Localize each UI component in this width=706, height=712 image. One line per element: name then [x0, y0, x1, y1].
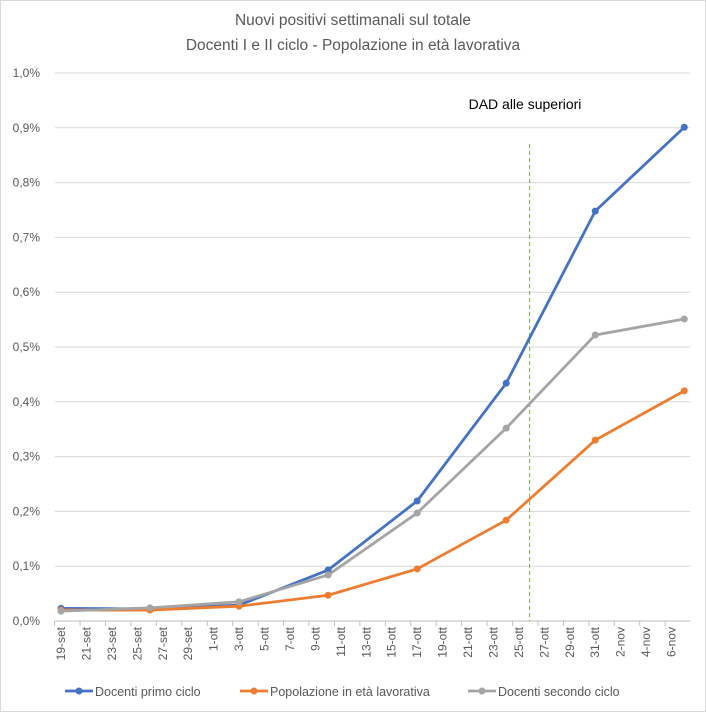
- chart-title-line-2: Docenti I e II ciclo - Popolazione in et…: [186, 37, 521, 54]
- x-tick-label: 27-ott: [537, 626, 551, 657]
- x-tick-label: 7-ott: [283, 626, 297, 651]
- series-line-3: [60, 317, 685, 613]
- data-point: [591, 207, 599, 215]
- x-tick-label: 17-ott: [410, 626, 424, 657]
- x-tick-label: 5-ott: [258, 626, 272, 651]
- x-tick-label: 3-ott: [232, 626, 246, 651]
- chart-title-line-1: Nuovi positivi settimanali sul totale: [235, 12, 471, 29]
- x-tick-label: 2-nov: [614, 627, 628, 657]
- x-tick-label: 11-ott: [334, 626, 348, 656]
- x-tick-label: 31-ott: [588, 626, 602, 657]
- y-tick-label: 0,9%: [13, 121, 41, 135]
- legend-label: Docenti secondo ciclo: [498, 685, 620, 699]
- data-point: [324, 571, 332, 579]
- data-point: [680, 315, 688, 323]
- data-point: [680, 123, 688, 131]
- x-tick-label: 9-ott: [308, 626, 322, 651]
- data-point: [413, 509, 421, 517]
- x-tick-label: 23-ott: [486, 626, 500, 657]
- x-tick-label: 19-set: [54, 626, 68, 660]
- legend-label: Popolazione in età lavorativa: [270, 685, 430, 699]
- x-tick-label: 15-ott: [385, 626, 399, 657]
- y-tick-label: 0,3%: [13, 450, 41, 464]
- legend-marker: [250, 687, 258, 695]
- y-tick-label: 0,0%: [13, 614, 41, 628]
- data-point: [413, 497, 421, 505]
- data-point: [591, 331, 599, 339]
- legend-marker: [478, 687, 486, 695]
- series-line-1: [60, 126, 686, 611]
- y-tick-label: 1,0%: [13, 66, 41, 80]
- annotation-label: DAD alle superiori: [469, 96, 582, 112]
- data-point: [413, 565, 421, 573]
- data-point: [324, 566, 332, 574]
- data-point: [680, 387, 688, 395]
- x-tick-label: 25-ott: [512, 626, 526, 657]
- y-tick-label: 0,7%: [13, 230, 41, 244]
- data-point: [146, 604, 154, 612]
- data-point: [235, 598, 243, 606]
- x-tick-label: 19-ott: [436, 626, 450, 657]
- x-tick-label: 27-set: [156, 626, 170, 660]
- x-tick-label: 23-set: [105, 626, 119, 660]
- x-tick-label: 29-set: [181, 626, 195, 660]
- x-tick-label: 29-ott: [563, 626, 577, 657]
- data-point: [502, 424, 510, 432]
- y-tick-label: 0,6%: [13, 285, 41, 299]
- data-point: [502, 516, 510, 524]
- legend-marker: [75, 687, 83, 695]
- y-tick-label: 0,1%: [13, 559, 41, 573]
- legend-label: Docenti primo ciclo: [95, 685, 201, 699]
- x-tick-label: 21-ott: [461, 626, 475, 657]
- data-point: [324, 591, 332, 599]
- y-tick-label: 0,2%: [13, 504, 41, 518]
- series-line-2: [61, 389, 685, 612]
- x-tick-label: 13-ott: [359, 626, 373, 657]
- data-point: [502, 379, 510, 387]
- x-tick-label: 6-nov: [665, 627, 679, 657]
- y-tick-label: 0,5%: [13, 340, 41, 354]
- data-point: [591, 436, 599, 444]
- x-tick-label: 4-nov: [639, 627, 653, 657]
- y-tick-label: 0,4%: [13, 395, 41, 409]
- y-tick-label: 0,8%: [13, 176, 41, 190]
- x-tick-label: 1-ott: [207, 626, 221, 651]
- data-point: [57, 607, 65, 615]
- x-tick-label: 21-set: [79, 626, 93, 660]
- x-tick-label: 25-set: [130, 626, 144, 660]
